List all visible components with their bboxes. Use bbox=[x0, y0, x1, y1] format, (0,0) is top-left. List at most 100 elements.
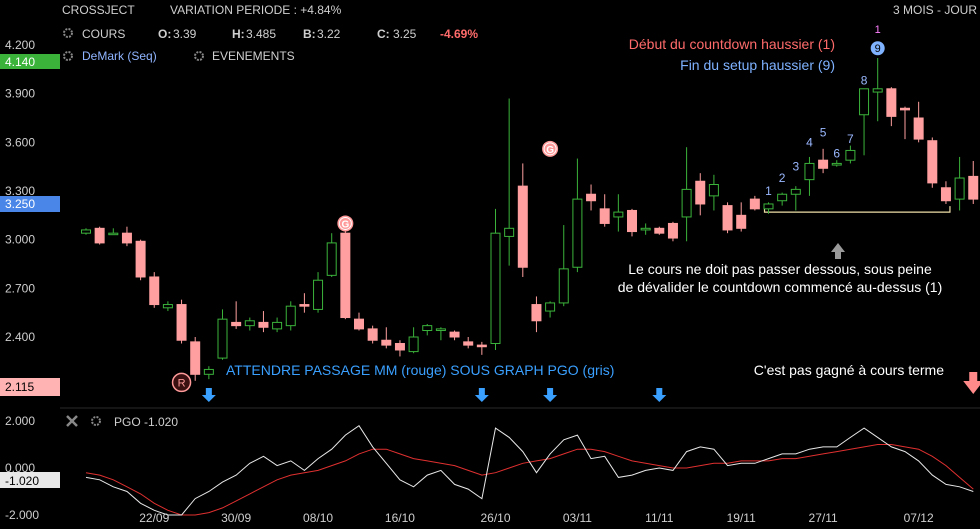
candle bbox=[968, 160, 979, 204]
candle bbox=[872, 57, 883, 122]
close-value: 3.25 bbox=[393, 27, 417, 41]
setup-9-badge: 9 bbox=[870, 41, 885, 56]
candle bbox=[749, 195, 760, 211]
pgo-label[interactable]: PGO -1.020 bbox=[114, 415, 178, 429]
candle bbox=[367, 325, 378, 344]
low-badge: 2.115 bbox=[0, 378, 60, 396]
time-axis: 22/09 30/09 08/10 16/10 26/10 03/11 11/1… bbox=[139, 511, 934, 525]
candle bbox=[394, 340, 405, 357]
candle bbox=[736, 202, 747, 232]
candle bbox=[203, 366, 214, 380]
short-term-note: C'est pas gagné à cours terme bbox=[754, 362, 944, 378]
candle bbox=[326, 233, 337, 277]
countdown-number: 1 bbox=[875, 24, 881, 36]
candle bbox=[299, 293, 310, 313]
candle bbox=[217, 309, 228, 360]
price-tick: 4.200 bbox=[5, 38, 35, 52]
event-markers: G G R bbox=[171, 140, 559, 393]
candle bbox=[121, 226, 132, 247]
osc-tick: -2.000 bbox=[5, 508, 39, 522]
candle bbox=[449, 330, 460, 341]
candle bbox=[135, 239, 146, 281]
setup-number: 7 bbox=[847, 132, 854, 146]
candle bbox=[258, 311, 269, 333]
osc-tick: 0.000 bbox=[5, 461, 35, 475]
candle bbox=[886, 87, 897, 127]
candle bbox=[476, 341, 487, 355]
setup-number: 6 bbox=[833, 147, 840, 161]
setup-number: 2 bbox=[779, 171, 786, 185]
cours-gear-icon[interactable] bbox=[63, 28, 73, 38]
price-tick: 2.400 bbox=[5, 330, 35, 344]
date-label: 27/11 bbox=[809, 511, 838, 525]
r-event-icon[interactable]: R bbox=[171, 372, 192, 393]
candle bbox=[667, 221, 678, 242]
date-label: 16/10 bbox=[385, 511, 415, 525]
svg-text:R: R bbox=[178, 377, 186, 389]
events-gear-icon[interactable] bbox=[194, 51, 204, 61]
svg-text:3.250: 3.250 bbox=[5, 197, 35, 211]
pgo-moving-average-line bbox=[85, 444, 974, 516]
low-label: B: bbox=[303, 27, 316, 41]
osc-tick: 2.000 bbox=[5, 414, 35, 428]
candle bbox=[940, 181, 951, 204]
support-note-line-1: Le cours ne doit pas passer dessous, sou… bbox=[628, 261, 932, 277]
candle bbox=[354, 312, 364, 331]
candle bbox=[422, 324, 433, 336]
g-event-icon[interactable]: G bbox=[337, 215, 354, 232]
candle bbox=[558, 225, 569, 307]
ticker-name: CROSSJECT bbox=[62, 3, 135, 17]
signal-arrows bbox=[201, 372, 980, 402]
support-note-line-2: de dévalider le countdown commencé au-de… bbox=[618, 279, 943, 295]
g-event-icon[interactable]: G bbox=[542, 140, 559, 157]
candle bbox=[435, 327, 446, 341]
candle bbox=[94, 226, 105, 245]
sell-arrow-icon bbox=[963, 372, 980, 394]
demark-indicator-label[interactable]: DeMark (Seq) bbox=[82, 49, 157, 63]
candle bbox=[81, 228, 91, 235]
candlesticks bbox=[81, 57, 979, 381]
candle bbox=[545, 301, 556, 318]
high-badge: 4.140 bbox=[0, 54, 60, 69]
buy-arrow-icon bbox=[652, 388, 667, 402]
candle bbox=[285, 301, 296, 331]
candle bbox=[190, 337, 201, 381]
legend-countdown-start: Début du countdown haussier (1) bbox=[629, 36, 835, 52]
events-label[interactable]: EVENEMENTS bbox=[212, 49, 295, 63]
candle bbox=[681, 147, 692, 242]
period-selector[interactable]: 3 MOIS - JOUR bbox=[893, 3, 977, 17]
candle bbox=[313, 272, 324, 313]
candle bbox=[845, 145, 856, 164]
candle bbox=[108, 228, 119, 236]
candle bbox=[572, 158, 583, 273]
date-label: 11/11 bbox=[645, 511, 674, 525]
wait-signal-note: ATTENDRE PASSAGE MM (rouge) SOUS GRAPH P… bbox=[226, 362, 614, 378]
change-value: -4.69% bbox=[440, 27, 478, 41]
candle bbox=[627, 208, 637, 237]
price-tick: 2.700 bbox=[5, 281, 35, 295]
candle bbox=[777, 192, 788, 206]
date-label: 19/11 bbox=[727, 511, 756, 525]
candle bbox=[954, 156, 965, 211]
close-icon[interactable] bbox=[66, 415, 78, 427]
candle bbox=[381, 327, 392, 349]
candle bbox=[804, 156, 815, 196]
open-label: O: bbox=[158, 27, 171, 41]
candle bbox=[654, 226, 665, 235]
candle bbox=[640, 223, 651, 235]
candle bbox=[176, 299, 187, 344]
pgo-gear-icon[interactable] bbox=[91, 416, 101, 426]
support-line bbox=[763, 206, 951, 213]
candle bbox=[162, 301, 173, 312]
date-label: 26/10 bbox=[480, 511, 510, 525]
candle bbox=[790, 186, 801, 211]
demark-gear-icon[interactable] bbox=[63, 51, 73, 61]
candle bbox=[531, 296, 542, 333]
price-tick: 3.000 bbox=[5, 233, 35, 247]
candle bbox=[818, 148, 829, 174]
oscillator-axis: 2.000 0.000 -2.000 bbox=[5, 414, 39, 522]
up-arrow-icon bbox=[831, 243, 845, 259]
buy-arrow-icon bbox=[474, 388, 489, 402]
